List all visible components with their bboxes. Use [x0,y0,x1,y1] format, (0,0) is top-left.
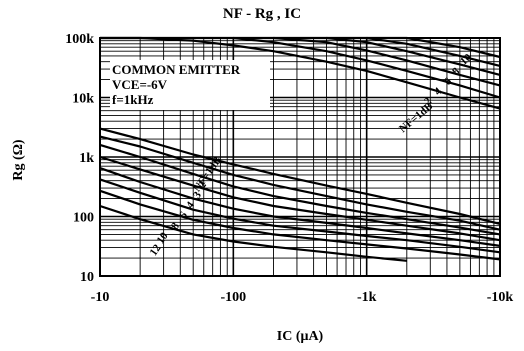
curve-line [99,143,501,236]
x-tick-label: -100 [220,290,246,305]
y-tick-label: 100 [73,211,94,226]
plot-frame [99,37,501,277]
curve-label: 3 [191,189,204,201]
chart-title: NF - Rg , IC [223,6,301,22]
curve-label: 6 [442,75,454,88]
curve-line [100,36,501,110]
annotation-common-emitter: COMMON EMITTER [112,62,241,77]
annotation-vce: VCE=-6V [112,77,168,92]
curve-line [99,189,501,261]
curve-label: 4 [184,199,197,211]
x-tick-label: -10 [91,290,110,305]
curve-line [99,155,501,242]
curve-line [99,135,501,231]
y-axis-label: Rg (Ω) [11,139,26,180]
curve-line [99,167,501,247]
curve-line [99,204,407,262]
curve-line [99,127,501,225]
curve-line [99,178,501,254]
x-tick-label: -1k [357,290,377,305]
x-axis-label: IC (μA) [277,329,324,344]
annotation-box [110,60,270,110]
curve-label: 6 [177,209,190,221]
curve-label: 2 [196,179,209,191]
y-tick-label: 1k [79,151,94,166]
curve-label: 10 [154,230,170,246]
x-tick-label: -10k [487,290,514,305]
y-tick-label: 10k [72,92,94,107]
y-tick-label: 100k [65,32,94,47]
y-tick-label: 10 [80,270,94,285]
annotation-freq: f=1kHz [112,92,154,107]
plot-curves [99,36,501,262]
axis-ticks: -10 -100 -1k -10k 10 100 1k 10k 100k [65,32,513,305]
curve-label: 8 [169,220,182,232]
